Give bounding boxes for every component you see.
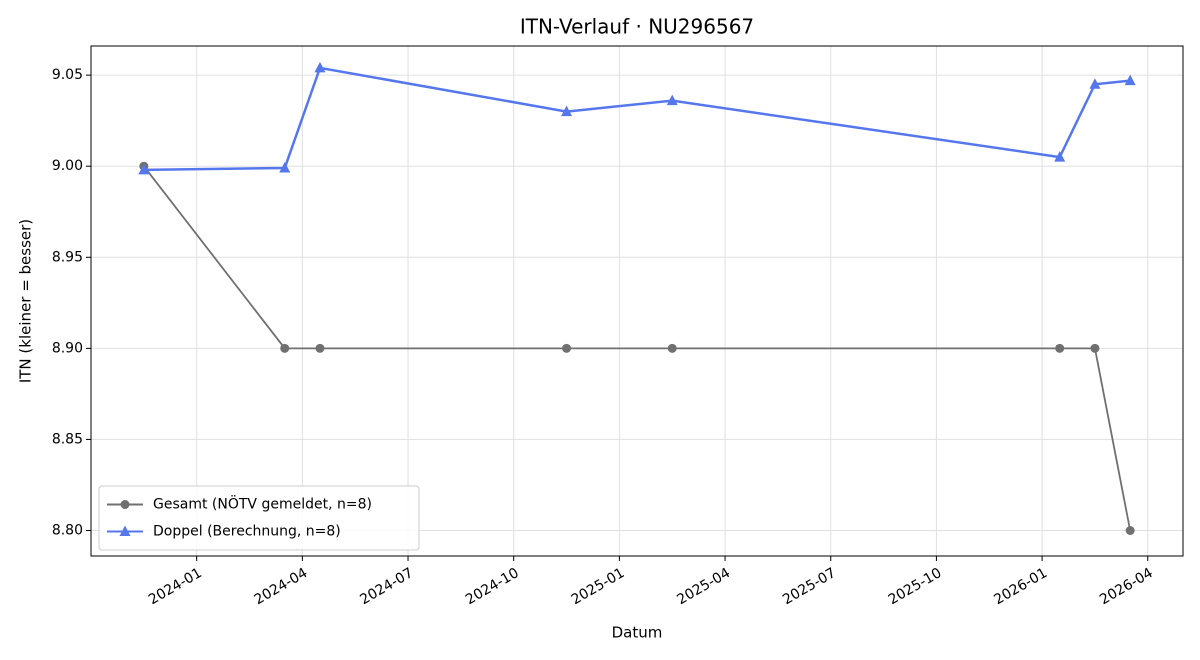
data-point (667, 343, 677, 353)
x-tick-label: 2024-07 (357, 565, 416, 608)
plot-frame (90, 45, 1184, 557)
x-tick-label: 2024-01 (146, 565, 205, 608)
chart-title: ITN-Verlauf · NU296567 (520, 15, 754, 39)
x-tick-label: 2025-01 (569, 565, 628, 608)
x-tick-label: 2025-07 (780, 565, 839, 608)
data-point (666, 94, 678, 106)
legend-label: Gesamt (NÖTV gemeldet, n=8) (153, 495, 372, 513)
y-tick-label: 8.85 (52, 431, 83, 447)
data-point (1089, 78, 1101, 89)
data-point (1125, 526, 1135, 535)
x-tick-label: 2026-01 (991, 565, 1050, 608)
legend-box (98, 485, 420, 551)
legend-marker (119, 525, 131, 536)
legend-label: Doppel (Berechnung, n=8) (153, 524, 341, 540)
legend: Gesamt (NÖTV gemeldet, n=8) Doppel (Berec… (98, 485, 420, 551)
legend-marker (120, 500, 130, 509)
series-line (143, 66, 1131, 172)
data-point (1055, 343, 1065, 353)
data-point (138, 163, 150, 175)
x-tick-label: 2025-10 (886, 565, 945, 608)
data-point (1054, 151, 1066, 162)
data-point (1124, 74, 1136, 86)
y-tick-label: 9.05 (52, 67, 83, 83)
data-point (314, 61, 326, 73)
y-tick-label: 8.95 (52, 249, 83, 265)
series-line (143, 165, 1132, 531)
x-tick-label: 2024-04 (252, 565, 311, 608)
data-point (561, 105, 573, 117)
y-tick-label: 8.80 (52, 523, 83, 539)
y-axis-label: ITN (kleiner = besser) (17, 219, 35, 383)
x-tick-label: 2025-04 (674, 565, 733, 608)
data-point (1090, 343, 1100, 353)
y-tick-label: 9.00 (52, 158, 83, 174)
data-point (315, 343, 325, 353)
data-point (280, 343, 290, 353)
y-tick-label: 8.90 (52, 340, 83, 356)
data-point (279, 162, 291, 173)
x-tick-label: 2026-04 (1097, 565, 1156, 608)
x-tick-label: 2024-10 (463, 565, 522, 608)
data-point (562, 343, 572, 353)
x-axis-label: Datum (612, 624, 663, 642)
